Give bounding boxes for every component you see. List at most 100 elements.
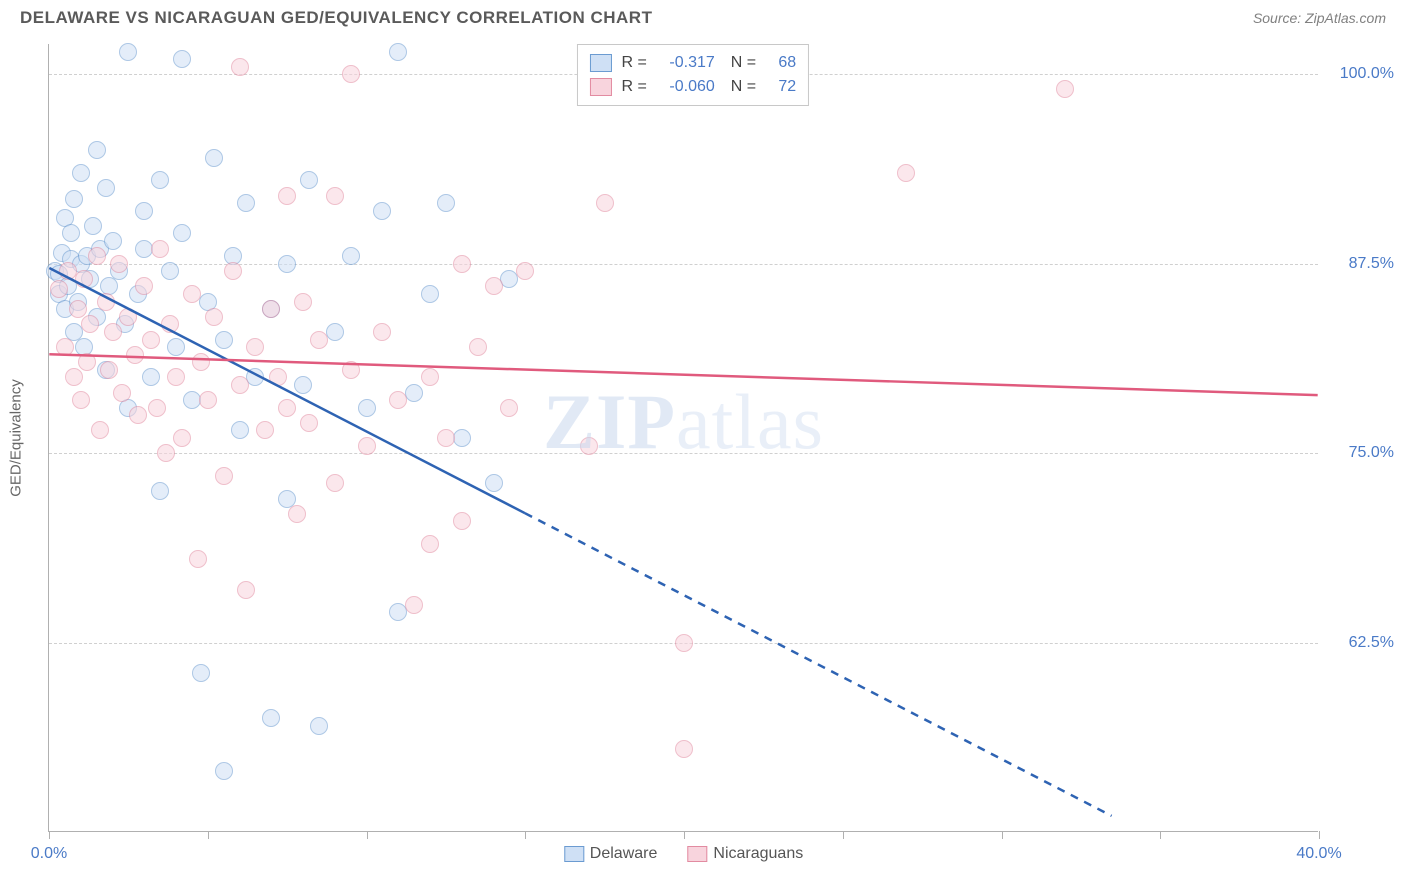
x-tick: [684, 831, 685, 839]
x-tick-label: 40.0%: [1296, 845, 1341, 863]
scatter-marker: [88, 141, 106, 159]
scatter-marker: [675, 740, 693, 758]
scatter-marker: [50, 280, 68, 298]
scatter-marker: [405, 384, 423, 402]
scatter-marker: [78, 353, 96, 371]
scatter-marker: [580, 437, 598, 455]
x-tick: [208, 831, 209, 839]
scatter-marker: [65, 190, 83, 208]
scatter-marker: [237, 194, 255, 212]
scatter-marker: [1056, 80, 1074, 98]
scatter-marker: [148, 399, 166, 417]
scatter-marker: [237, 581, 255, 599]
y-tick-label: 62.5%: [1324, 634, 1394, 652]
legend-n-label: N =: [731, 51, 756, 75]
plot-wrapper: ZIPatlas R =-0.317N =68R =-0.060N =72 De…: [48, 44, 1318, 832]
scatter-marker: [278, 399, 296, 417]
scatter-marker: [110, 255, 128, 273]
scatter-marker: [119, 43, 137, 61]
scatter-marker: [167, 368, 185, 386]
scatter-marker: [69, 300, 87, 318]
legend-swatch: [687, 846, 707, 862]
scatter-marker: [135, 277, 153, 295]
scatter-marker: [342, 247, 360, 265]
legend-corr-row: R =-0.060N =72: [589, 75, 796, 99]
scatter-marker: [126, 346, 144, 364]
scatter-marker: [326, 187, 344, 205]
scatter-marker: [81, 315, 99, 333]
scatter-marker: [161, 315, 179, 333]
scatter-marker: [262, 300, 280, 318]
legend-correlation: R =-0.317N =68R =-0.060N =72: [576, 44, 809, 106]
scatter-marker: [500, 399, 518, 417]
scatter-marker: [453, 429, 471, 447]
y-tick-label: 87.5%: [1324, 255, 1394, 273]
scatter-marker: [189, 550, 207, 568]
scatter-marker: [246, 338, 264, 356]
legend-series-label: Delaware: [590, 845, 658, 862]
scatter-marker: [421, 535, 439, 553]
scatter-marker: [97, 179, 115, 197]
x-tick: [1160, 831, 1161, 839]
scatter-marker: [310, 331, 328, 349]
scatter-marker: [288, 505, 306, 523]
scatter-marker: [167, 338, 185, 356]
scatter-marker: [437, 429, 455, 447]
scatter-marker: [358, 437, 376, 455]
scatter-marker: [91, 421, 109, 439]
scatter-marker: [342, 361, 360, 379]
x-tick: [1319, 831, 1320, 839]
legend-n-value: 72: [766, 75, 796, 99]
scatter-marker: [84, 217, 102, 235]
chart-title: DELAWARE VS NICARAGUAN GED/EQUIVALENCY C…: [20, 8, 652, 28]
scatter-marker: [215, 762, 233, 780]
scatter-marker: [437, 194, 455, 212]
scatter-marker: [262, 709, 280, 727]
x-tick: [49, 831, 50, 839]
scatter-marker: [215, 331, 233, 349]
scatter-marker: [113, 384, 131, 402]
scatter-marker: [421, 285, 439, 303]
scatter-marker: [231, 58, 249, 76]
scatter-marker: [596, 194, 614, 212]
x-tick: [525, 831, 526, 839]
scatter-marker: [56, 338, 74, 356]
scatter-marker: [173, 224, 191, 242]
scatter-marker: [231, 421, 249, 439]
legend-r-value: -0.317: [657, 51, 715, 75]
trend-line: [525, 513, 1112, 816]
x-tick: [367, 831, 368, 839]
scatter-marker: [294, 293, 312, 311]
plot-area: ZIPatlas R =-0.317N =68R =-0.060N =72 De…: [48, 44, 1318, 832]
scatter-marker: [72, 391, 90, 409]
scatter-marker: [192, 353, 210, 371]
scatter-marker: [269, 368, 287, 386]
source-label: Source: ZipAtlas.com: [1253, 10, 1386, 26]
scatter-marker: [104, 323, 122, 341]
scatter-marker: [300, 414, 318, 432]
legend-swatch: [589, 54, 611, 72]
scatter-marker: [65, 368, 83, 386]
scatter-marker: [246, 368, 264, 386]
scatter-marker: [389, 391, 407, 409]
scatter-marker: [100, 361, 118, 379]
scatter-marker: [157, 444, 175, 462]
scatter-marker: [142, 331, 160, 349]
scatter-marker: [469, 338, 487, 356]
scatter-marker: [310, 717, 328, 735]
scatter-marker: [151, 240, 169, 258]
scatter-marker: [231, 376, 249, 394]
scatter-marker: [192, 664, 210, 682]
scatter-marker: [151, 482, 169, 500]
scatter-marker: [294, 376, 312, 394]
scatter-marker: [88, 247, 106, 265]
scatter-marker: [421, 368, 439, 386]
scatter-marker: [142, 368, 160, 386]
scatter-marker: [675, 634, 693, 652]
scatter-marker: [119, 308, 137, 326]
scatter-marker: [161, 262, 179, 280]
scatter-marker: [224, 262, 242, 280]
scatter-marker: [300, 171, 318, 189]
legend-series-item: Delaware: [564, 845, 658, 863]
scatter-marker: [256, 421, 274, 439]
